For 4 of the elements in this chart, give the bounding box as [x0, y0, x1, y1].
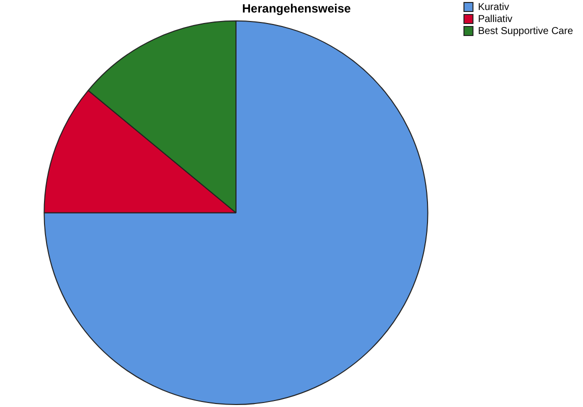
- legend-label: Best Supportive Care: [478, 26, 574, 37]
- legend-label: Kurativ: [478, 2, 510, 13]
- chart-title: Herangehensweise: [242, 2, 352, 16]
- legend-label: Palliativ: [478, 14, 512, 25]
